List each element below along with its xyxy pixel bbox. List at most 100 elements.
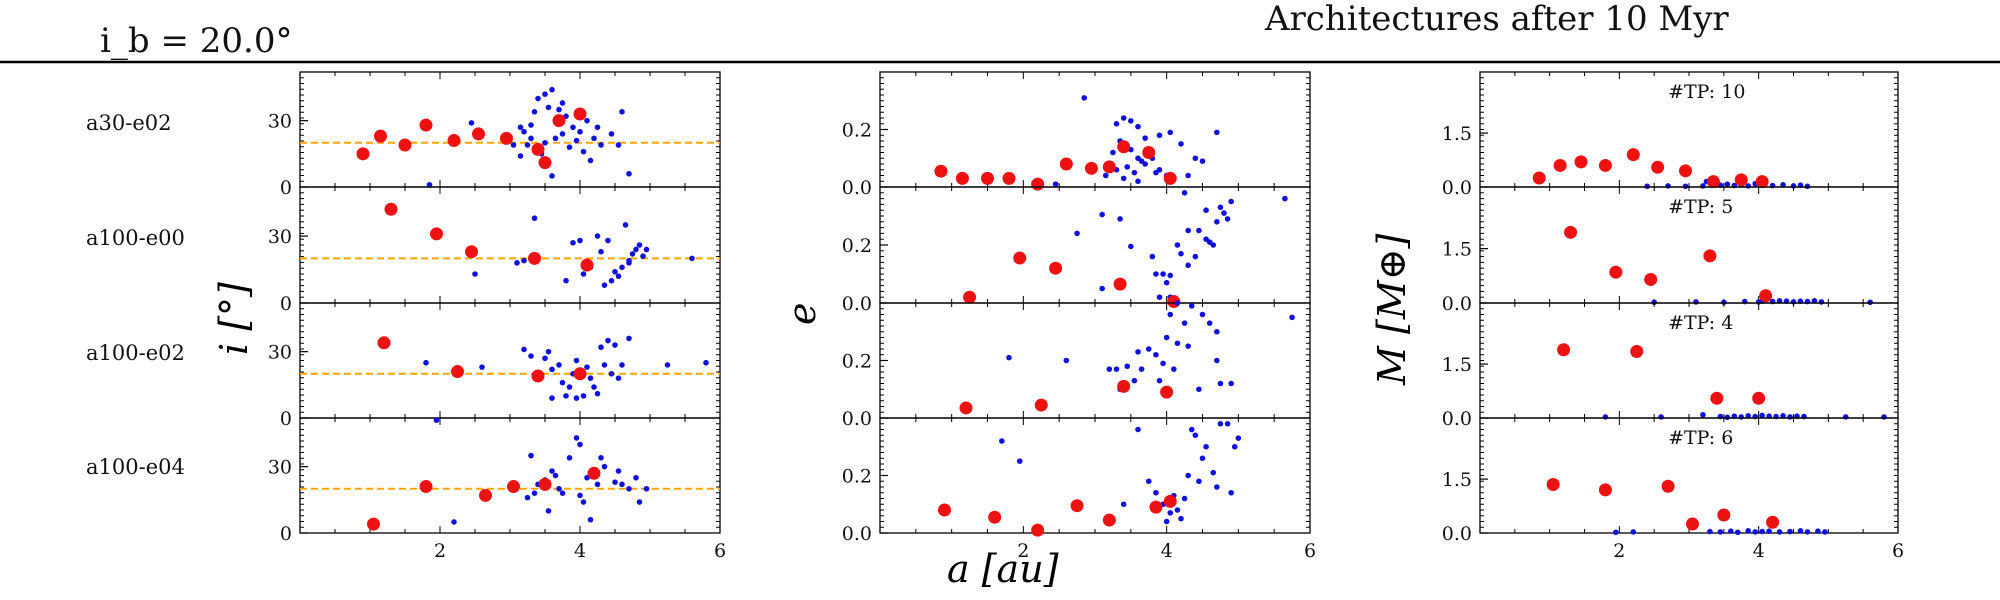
panel-frame	[299, 71, 721, 188]
test-particle-point	[1759, 412, 1765, 419]
planet-point	[1142, 146, 1156, 159]
planet-point	[1546, 477, 1560, 491]
test-particle-point	[524, 494, 531, 501]
test-particle-point	[1210, 469, 1217, 476]
test-particle-point	[1099, 211, 1105, 218]
test-particle-point	[1707, 528, 1713, 535]
test-particle-point	[563, 393, 569, 399]
test-particle-point	[1745, 528, 1752, 534]
planet-point	[1163, 494, 1177, 508]
test-particle-point	[1163, 279, 1170, 286]
planet-point	[1532, 171, 1546, 185]
y-tick-label: 1.5	[1442, 354, 1472, 376]
test-particle-point	[1282, 195, 1288, 202]
test-particle-point	[1797, 528, 1804, 534]
test-particle-count: #TP: 6	[1668, 427, 1733, 449]
y-tick-label: 30	[268, 111, 292, 133]
test-particle-point	[1734, 529, 1741, 536]
test-particle-point	[605, 337, 611, 344]
planet-point	[1598, 483, 1612, 497]
planet-point	[1564, 225, 1578, 239]
test-particle-point	[542, 355, 548, 362]
test-particle-point	[1776, 298, 1783, 304]
test-particle-point	[1185, 343, 1191, 349]
test-particle-point	[1181, 495, 1188, 502]
test-particle-point	[591, 384, 597, 390]
y-tick-label: 1.5	[1442, 239, 1472, 261]
test-particle-point	[615, 142, 622, 148]
planet-point	[573, 367, 587, 381]
planet-point	[1644, 272, 1658, 286]
test-particle-point	[426, 181, 433, 188]
test-particle-point	[1224, 216, 1231, 222]
test-particle-point	[1135, 123, 1141, 130]
test-particle-point	[1787, 414, 1793, 420]
planet-point	[472, 127, 485, 141]
test-particle-point	[528, 135, 534, 142]
test-particle-point	[598, 455, 604, 461]
planet-point	[573, 107, 587, 121]
test-particle-point	[598, 248, 604, 255]
test-particle-point	[640, 253, 646, 259]
test-particle-point	[1700, 411, 1706, 418]
planet-point	[1163, 171, 1177, 185]
planet-point	[1679, 164, 1693, 178]
row-label-a100-e02: a100-e02	[86, 341, 185, 365]
test-particle-point	[1156, 294, 1163, 301]
test-particle-point	[1206, 320, 1213, 326]
planet-point	[356, 147, 370, 161]
test-particle-point	[1196, 478, 1202, 485]
test-particle-point	[1142, 135, 1148, 141]
test-particle-point	[1185, 172, 1191, 179]
test-particle-point	[1117, 216, 1123, 222]
planet-point	[1710, 391, 1724, 405]
test-particle-point	[1192, 253, 1199, 260]
test-particle-point	[619, 109, 625, 115]
planet-point	[451, 365, 464, 379]
test-particle-point	[615, 375, 622, 381]
test-particle-point	[587, 375, 594, 381]
test-particle-point	[573, 395, 580, 401]
test-particle-point	[1138, 366, 1145, 372]
y-tick-label: 0.0	[1442, 408, 1472, 430]
test-particle-point	[1160, 271, 1166, 277]
test-particle-point	[1142, 161, 1148, 167]
test-particle-point	[521, 257, 527, 264]
planet-point	[1031, 177, 1045, 191]
test-particle-point	[601, 282, 608, 288]
test-particle-point	[1717, 529, 1724, 535]
test-particle-point	[510, 142, 517, 148]
test-particle-point	[1752, 529, 1758, 535]
test-particle-point	[549, 86, 555, 93]
test-particle-point	[1602, 414, 1609, 420]
panel-frame	[299, 186, 721, 304]
test-particle-point	[531, 109, 538, 115]
planet-point	[1609, 265, 1623, 279]
test-particle-point	[1221, 210, 1227, 216]
figure-title: Architectures after 10 Myr	[1264, 0, 1729, 39]
test-particle-point	[1214, 219, 1220, 225]
test-particle-count: #TP: 5	[1668, 196, 1733, 218]
test-particle-point	[552, 135, 559, 142]
test-particle-point	[1881, 414, 1887, 420]
test-particle-point	[580, 148, 587, 155]
planet-point	[528, 251, 541, 265]
planet-point	[587, 466, 601, 480]
y-tick-label: 0.2	[842, 351, 872, 373]
test-particle-point	[549, 468, 555, 474]
test-particle-point	[1199, 158, 1206, 164]
test-particle-point	[573, 435, 580, 441]
test-particle-point	[566, 455, 573, 461]
y-tick-label: 30	[268, 226, 292, 248]
test-particle-point	[1700, 183, 1706, 189]
test-particle-point	[619, 362, 625, 368]
planet-point	[1031, 523, 1045, 537]
planet-point	[398, 138, 412, 152]
planet-point	[1117, 379, 1131, 393]
y-tick-label: 0	[280, 293, 292, 315]
test-particle-point	[1156, 132, 1163, 139]
test-particle-point	[1120, 175, 1127, 182]
test-particle-point	[1102, 172, 1109, 179]
test-particle-point	[584, 364, 590, 370]
test-particle-point	[626, 485, 632, 492]
